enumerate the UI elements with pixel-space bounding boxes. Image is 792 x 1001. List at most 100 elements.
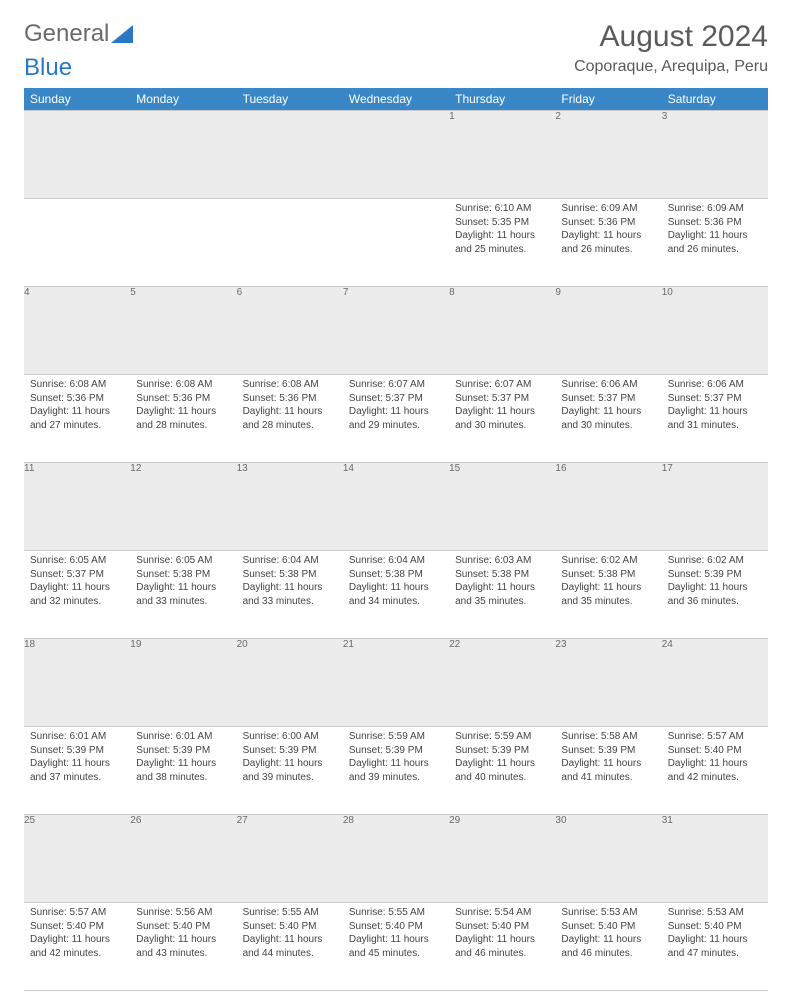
sunset-line: Sunset: 5:40 PM (243, 920, 337, 934)
day-details: Sunrise: 6:07 AMSunset: 5:37 PMDaylight:… (343, 375, 449, 436)
sunset-line: Sunset: 5:39 PM (349, 744, 443, 758)
sunrise-line: Sunrise: 5:57 AM (30, 906, 124, 920)
sunset-line: Sunset: 5:39 PM (30, 744, 124, 758)
sunset-line: Sunset: 5:38 PM (243, 568, 337, 582)
sunrise-line: Sunrise: 6:01 AM (136, 730, 230, 744)
daylight-line: Daylight: 11 hours and 44 minutes. (243, 933, 337, 960)
daylight-line: Daylight: 11 hours and 41 minutes. (561, 757, 655, 784)
daylight-line: Daylight: 11 hours and 28 minutes. (136, 405, 230, 432)
sunset-line: Sunset: 5:38 PM (561, 568, 655, 582)
sunrise-line: Sunrise: 6:10 AM (455, 202, 549, 216)
daylight-line: Daylight: 11 hours and 26 minutes. (668, 229, 762, 256)
day-details: Sunrise: 5:53 AMSunset: 5:40 PMDaylight:… (555, 903, 661, 964)
daylight-line: Daylight: 11 hours and 32 minutes. (30, 581, 124, 608)
daylight-line: Daylight: 11 hours and 46 minutes. (455, 933, 549, 960)
sunset-line: Sunset: 5:40 PM (668, 744, 762, 758)
day-number: 23 (555, 639, 661, 727)
day-number: 21 (343, 639, 449, 727)
sunrise-line: Sunrise: 5:55 AM (349, 906, 443, 920)
sunrise-line: Sunrise: 6:08 AM (136, 378, 230, 392)
day-number: 26 (130, 815, 236, 903)
sunrise-line: Sunrise: 6:03 AM (455, 554, 549, 568)
week-row: Sunrise: 6:08 AMSunset: 5:36 PMDaylight:… (24, 375, 768, 463)
sunset-line: Sunset: 5:36 PM (30, 392, 124, 406)
day-details: Sunrise: 6:02 AMSunset: 5:39 PMDaylight:… (662, 551, 768, 612)
day-number (237, 111, 343, 199)
day-number: 3 (662, 111, 768, 199)
day-cell: Sunrise: 6:08 AMSunset: 5:36 PMDaylight:… (237, 375, 343, 463)
sunrise-line: Sunrise: 6:05 AM (30, 554, 124, 568)
day-details: Sunrise: 5:54 AMSunset: 5:40 PMDaylight:… (449, 903, 555, 964)
sunset-line: Sunset: 5:38 PM (349, 568, 443, 582)
daynum-row: 25262728293031 (24, 815, 768, 903)
day-number: 25 (24, 815, 130, 903)
sunrise-line: Sunrise: 6:01 AM (30, 730, 124, 744)
day-details: Sunrise: 6:08 AMSunset: 5:36 PMDaylight:… (130, 375, 236, 436)
sunrise-line: Sunrise: 6:07 AM (455, 378, 549, 392)
sunrise-line: Sunrise: 6:04 AM (243, 554, 337, 568)
day-cell: Sunrise: 5:58 AMSunset: 5:39 PMDaylight:… (555, 727, 661, 815)
daylight-line: Daylight: 11 hours and 40 minutes. (455, 757, 549, 784)
day-number: 30 (555, 815, 661, 903)
day-cell: Sunrise: 5:55 AMSunset: 5:40 PMDaylight:… (237, 903, 343, 991)
day-cell: Sunrise: 6:03 AMSunset: 5:38 PMDaylight:… (449, 551, 555, 639)
day-number: 20 (237, 639, 343, 727)
sunset-line: Sunset: 5:36 PM (668, 216, 762, 230)
daylight-line: Daylight: 11 hours and 35 minutes. (561, 581, 655, 608)
sunset-line: Sunset: 5:40 PM (349, 920, 443, 934)
sunset-line: Sunset: 5:39 PM (136, 744, 230, 758)
sunrise-line: Sunrise: 6:08 AM (243, 378, 337, 392)
daylight-line: Daylight: 11 hours and 43 minutes. (136, 933, 230, 960)
sunset-line: Sunset: 5:39 PM (455, 744, 549, 758)
day-cell: Sunrise: 6:04 AMSunset: 5:38 PMDaylight:… (343, 551, 449, 639)
daylight-line: Daylight: 11 hours and 30 minutes. (561, 405, 655, 432)
day-details: Sunrise: 6:08 AMSunset: 5:36 PMDaylight:… (237, 375, 343, 436)
day-cell: Sunrise: 5:57 AMSunset: 5:40 PMDaylight:… (24, 903, 130, 991)
day-cell (343, 199, 449, 287)
day-details: Sunrise: 5:57 AMSunset: 5:40 PMDaylight:… (662, 727, 768, 788)
weekday-header-row: Sunday Monday Tuesday Wednesday Thursday… (24, 88, 768, 111)
sunset-line: Sunset: 5:37 PM (561, 392, 655, 406)
sunrise-line: Sunrise: 5:59 AM (349, 730, 443, 744)
day-details: Sunrise: 6:04 AMSunset: 5:38 PMDaylight:… (237, 551, 343, 612)
col-wed: Wednesday (343, 88, 449, 111)
day-cell: Sunrise: 6:00 AMSunset: 5:39 PMDaylight:… (237, 727, 343, 815)
logo-text-2: Blue (24, 54, 84, 82)
week-row: Sunrise: 6:05 AMSunset: 5:37 PMDaylight:… (24, 551, 768, 639)
day-number: 29 (449, 815, 555, 903)
daynum-row: 123 (24, 111, 768, 199)
week-row: Sunrise: 5:57 AMSunset: 5:40 PMDaylight:… (24, 903, 768, 991)
day-number: 8 (449, 287, 555, 375)
daylight-line: Daylight: 11 hours and 33 minutes. (136, 581, 230, 608)
daylight-line: Daylight: 11 hours and 33 minutes. (243, 581, 337, 608)
sunset-line: Sunset: 5:37 PM (30, 568, 124, 582)
day-cell: Sunrise: 6:05 AMSunset: 5:37 PMDaylight:… (24, 551, 130, 639)
day-number (130, 111, 236, 199)
sunrise-line: Sunrise: 5:57 AM (668, 730, 762, 744)
day-number (24, 111, 130, 199)
daylight-line: Daylight: 11 hours and 37 minutes. (30, 757, 124, 784)
day-cell: Sunrise: 5:55 AMSunset: 5:40 PMDaylight:… (343, 903, 449, 991)
logo-text-1: General (24, 20, 109, 48)
day-number: 11 (24, 463, 130, 551)
col-fri: Friday (555, 88, 661, 111)
daylight-line: Daylight: 11 hours and 45 minutes. (349, 933, 443, 960)
day-details: Sunrise: 6:09 AMSunset: 5:36 PMDaylight:… (662, 199, 768, 260)
sunrise-line: Sunrise: 6:08 AM (30, 378, 124, 392)
daylight-line: Daylight: 11 hours and 28 minutes. (243, 405, 337, 432)
day-cell: Sunrise: 6:09 AMSunset: 5:36 PMDaylight:… (555, 199, 661, 287)
day-cell: Sunrise: 6:07 AMSunset: 5:37 PMDaylight:… (449, 375, 555, 463)
day-cell: Sunrise: 6:05 AMSunset: 5:38 PMDaylight:… (130, 551, 236, 639)
sunrise-line: Sunrise: 5:53 AM (561, 906, 655, 920)
day-cell (24, 199, 130, 287)
daylight-line: Daylight: 11 hours and 39 minutes. (349, 757, 443, 784)
day-details: Sunrise: 6:03 AMSunset: 5:38 PMDaylight:… (449, 551, 555, 612)
daylight-line: Daylight: 11 hours and 29 minutes. (349, 405, 443, 432)
sunset-line: Sunset: 5:38 PM (455, 568, 549, 582)
day-details: Sunrise: 6:05 AMSunset: 5:37 PMDaylight:… (24, 551, 130, 612)
sunrise-line: Sunrise: 6:07 AM (349, 378, 443, 392)
daylight-line: Daylight: 11 hours and 46 minutes. (561, 933, 655, 960)
week-row: Sunrise: 6:01 AMSunset: 5:39 PMDaylight:… (24, 727, 768, 815)
sunset-line: Sunset: 5:37 PM (455, 392, 549, 406)
day-details: Sunrise: 5:57 AMSunset: 5:40 PMDaylight:… (24, 903, 130, 964)
